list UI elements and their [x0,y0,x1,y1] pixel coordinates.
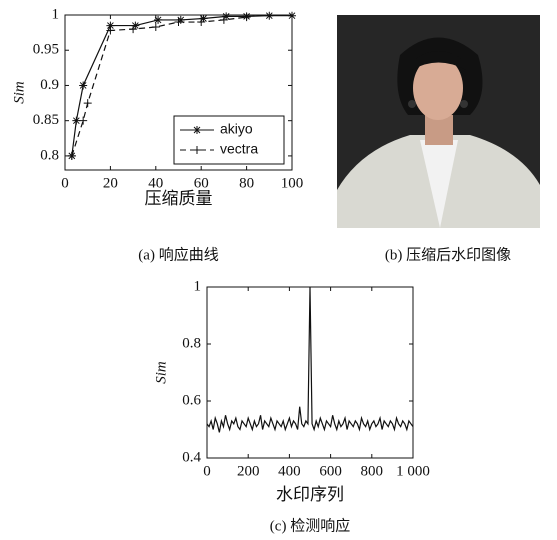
marker [242,13,251,22]
marker [174,18,183,27]
y-tick-label: 0.95 [33,42,59,58]
marker [129,25,138,34]
marker [265,11,274,20]
legend-box [173,115,285,165]
marker [79,116,88,125]
x-tick-label: 600 [319,463,342,479]
legend-marker [193,126,201,134]
x-tick-label: 40 [148,175,163,191]
caption: (b) 压缩后水印图像 [385,246,511,263]
series-line [71,16,247,157]
marker [79,81,88,90]
marker [222,12,231,21]
x-tick-label: 1 000 [396,463,430,479]
x-tick-label: 400 [278,463,301,479]
y-axis-label: Sim [11,81,27,104]
legend-label: vectra [220,141,258,157]
x-tick-label: 80 [239,175,254,191]
caption: (a) 响应曲线 [138,245,218,263]
legend-label: akiyo [220,121,253,137]
y-tick-label: 0.9 [40,77,59,93]
marker [106,21,115,30]
marker [154,15,163,24]
marker [288,11,296,20]
watermarked-photo [337,15,540,228]
legend-marker [193,146,201,154]
series-line [206,286,414,433]
x-tick-label: 60 [194,175,209,191]
marker [131,21,140,30]
marker [219,15,228,24]
x-tick-label: 20 [103,175,118,191]
marker [83,99,92,108]
y-tick-label: 0.8 [182,335,201,351]
marker [72,116,81,125]
x-tick-label: 800 [361,463,384,479]
marker [197,18,206,27]
y-axis-label: Sim [153,361,169,384]
x-axis-label: 压缩质量 [145,189,213,208]
plot-frame [64,14,293,171]
marker [67,151,76,160]
y-tick-label: 0.8 [40,147,59,163]
marker [106,26,115,35]
x-tick-label: 200 [237,463,260,479]
x-axis-label: 水印序列 [276,485,344,504]
marker [199,14,208,23]
y-tick-label: 0.85 [33,112,59,128]
x-tick-label: 0 [61,175,69,191]
y-tick-label: 1 [52,6,60,22]
y-tick-label: 0.6 [182,392,201,408]
y-tick-label: 0.4 [182,449,201,465]
y-tick-label: 1 [194,278,202,294]
caption: (c) 检测响应 [270,516,350,534]
x-tick-label: 100 [281,175,304,191]
marker [176,15,185,24]
marker [151,22,160,31]
x-tick-label: 0 [203,463,211,479]
